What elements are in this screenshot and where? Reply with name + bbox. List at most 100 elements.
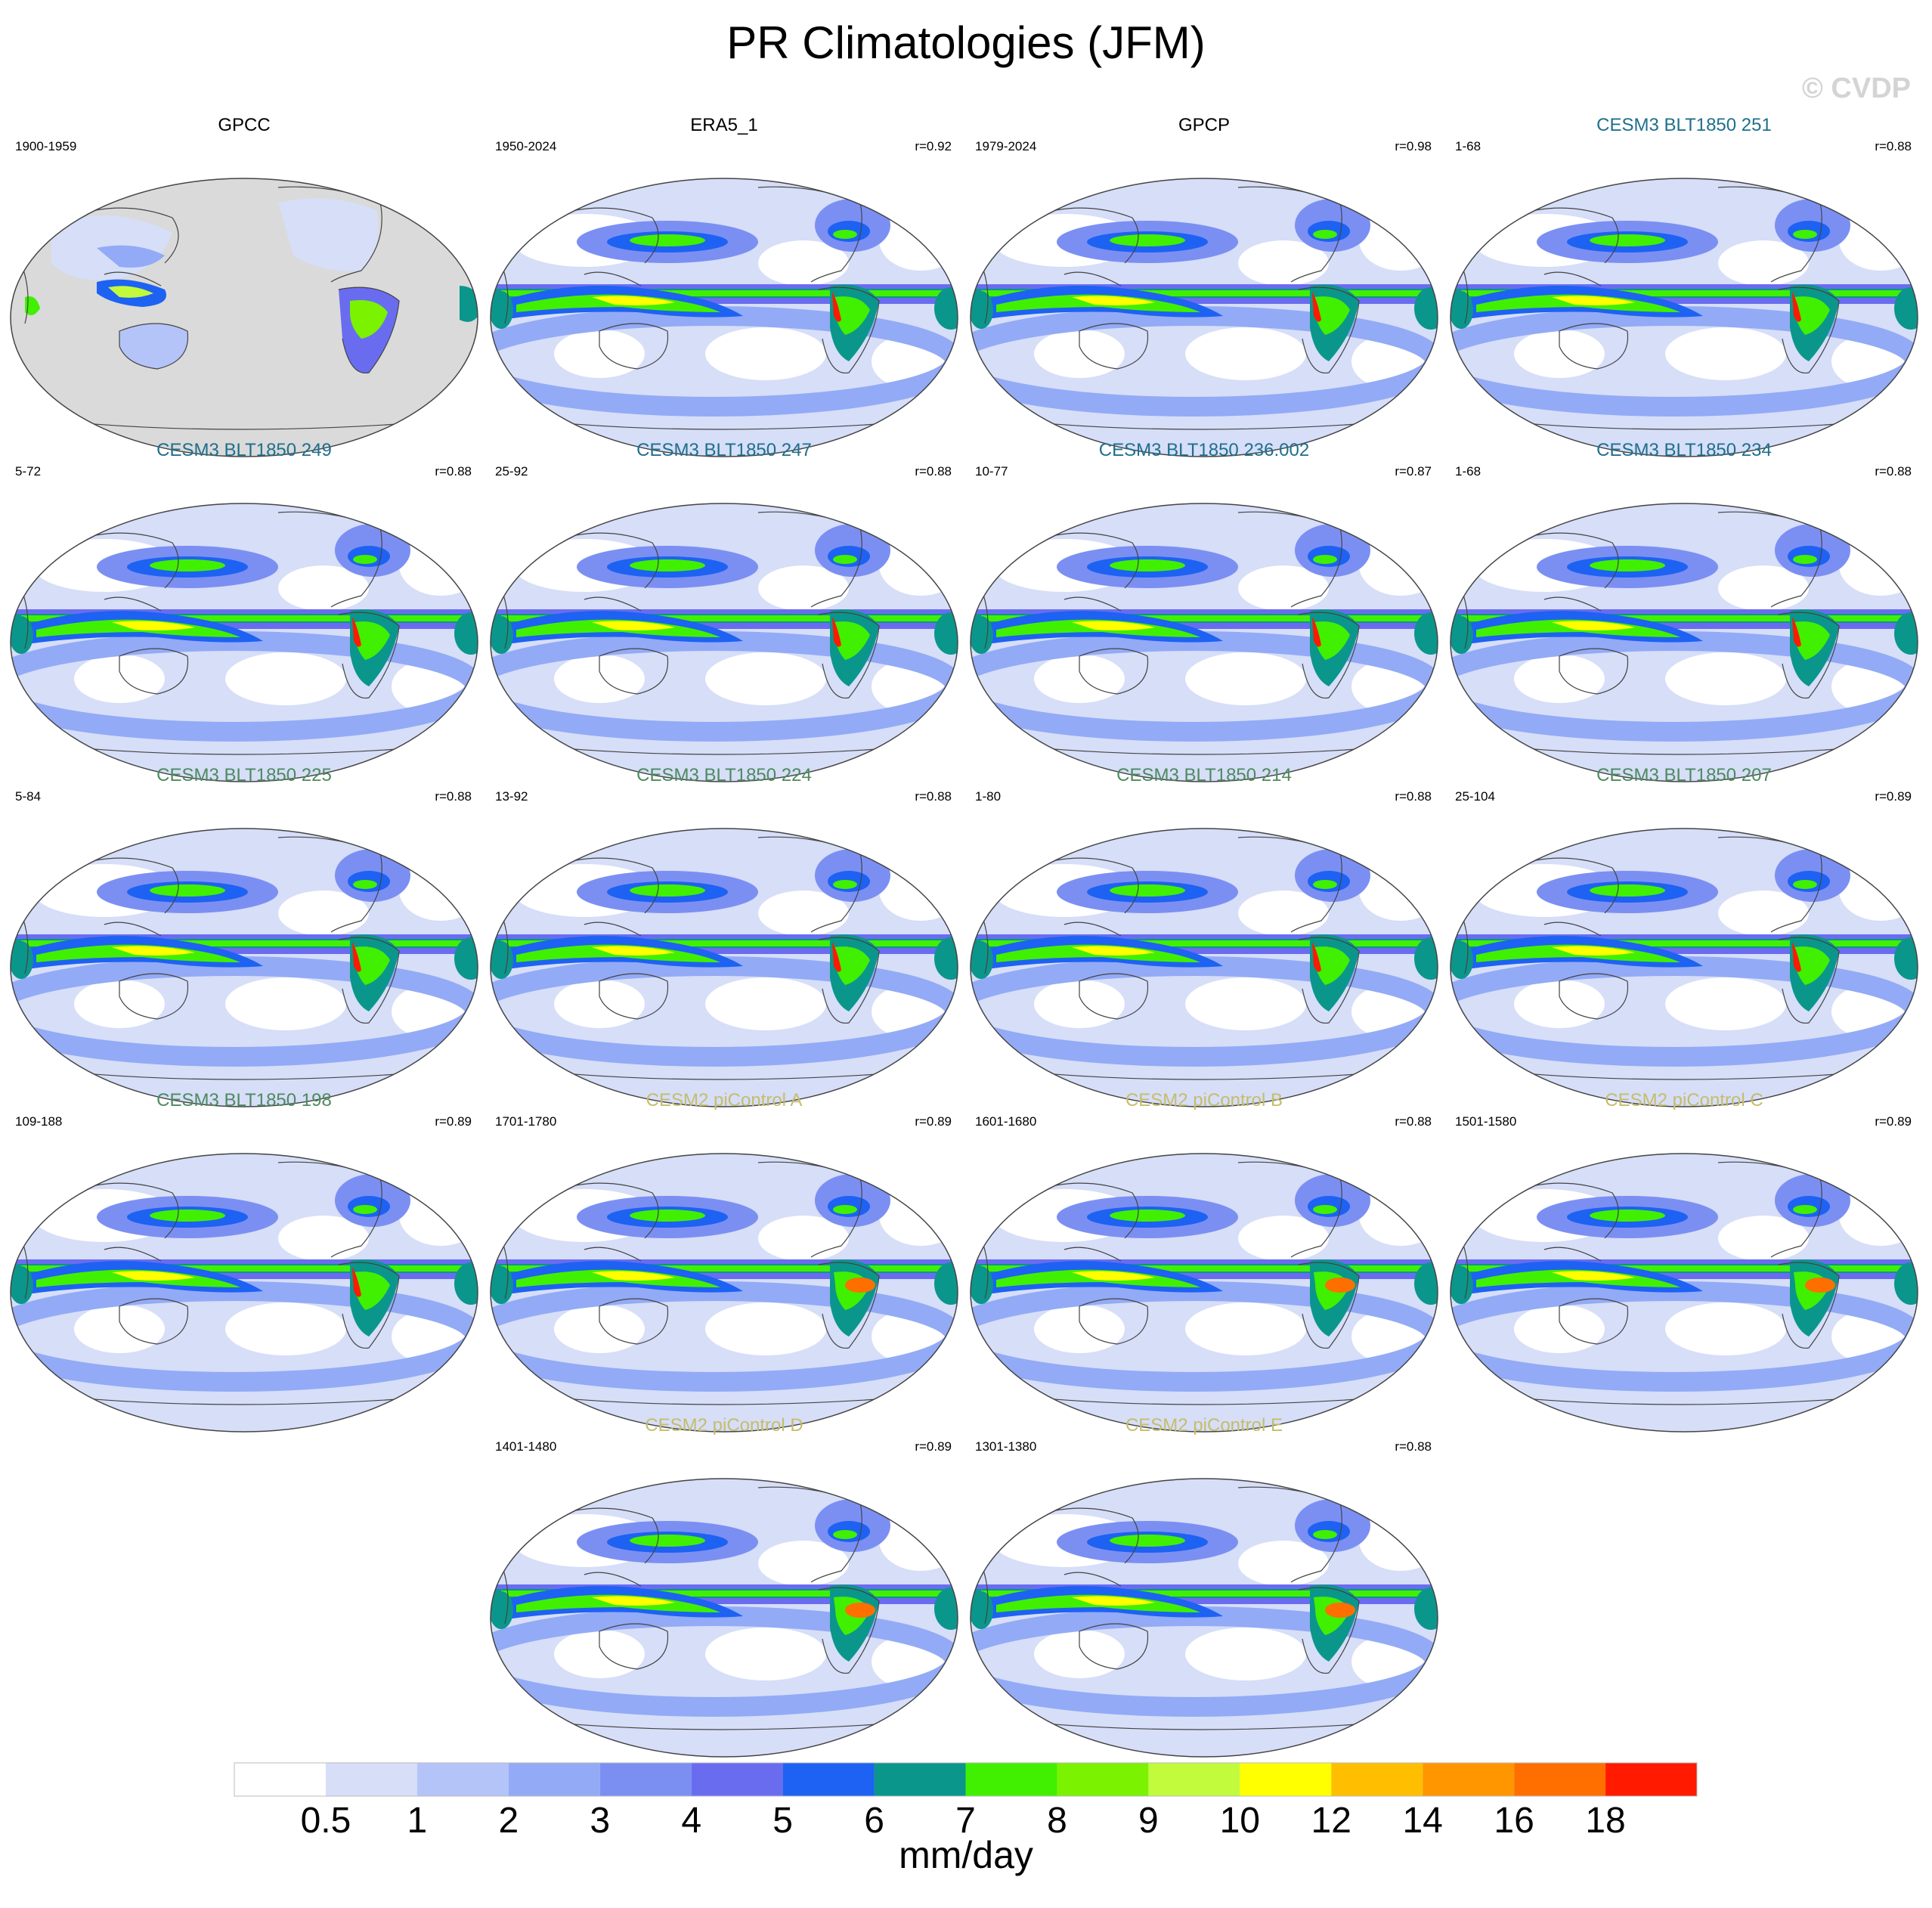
- africa-west-precip: [971, 941, 993, 979]
- panel-title: GPCP: [1178, 115, 1230, 135]
- map-panel: CESM3 BLT1850 214 1-80 r=0.88: [966, 762, 1442, 1107]
- north-atlantic-peak: [833, 230, 857, 239]
- precip-map: [970, 1153, 1438, 1433]
- dry-zone-south-pacific: [705, 977, 826, 1030]
- dry-zone-sahara: [1839, 1185, 1918, 1246]
- africa-precip: [460, 286, 478, 322]
- australia-precip: [119, 324, 188, 369]
- panel-years: 10-77: [975, 464, 1008, 479]
- precip-map: [10, 178, 478, 457]
- dry-zone-south-pacific: [225, 977, 346, 1030]
- dry-zone-north-pacific-east: [278, 565, 369, 611]
- panel-title: CESM2 piControl A: [646, 1090, 803, 1110]
- panel-correlation: r=0.88: [915, 789, 952, 804]
- africa-precip: [454, 1262, 478, 1305]
- north-pacific-peak: [1590, 559, 1665, 571]
- dry-zone-sahara: [1839, 535, 1918, 596]
- dry-zone-sahara: [399, 1185, 478, 1246]
- colorbar-swatch: [1148, 1763, 1240, 1796]
- ocean-mask: [11, 178, 478, 457]
- amazon-core: [1314, 296, 1350, 335]
- panel-years: 1-68: [1455, 139, 1482, 153]
- amazon-core: [354, 946, 390, 985]
- colorbar-swatch: [782, 1763, 875, 1796]
- north-pacific-peak: [630, 1535, 705, 1547]
- amazon-core: [1314, 621, 1350, 660]
- spcz-peak: [1072, 1271, 1155, 1281]
- itcz-peak: [21, 615, 467, 621]
- spcz-peak: [1072, 621, 1155, 630]
- precip-map: [490, 1478, 958, 1758]
- dry-zone-north-pacific-east: [758, 891, 849, 936]
- panel-years: 1900-1959: [15, 139, 77, 153]
- north-pacific-peak: [1110, 1210, 1185, 1222]
- spcz-peak: [1072, 1596, 1155, 1606]
- andes-peak: [832, 617, 841, 647]
- dry-zone-south-pacific: [225, 1302, 346, 1355]
- north-atlantic-peak: [1793, 555, 1817, 564]
- dry-zone-north-pacific-east: [758, 1541, 849, 1586]
- north-pacific-peak: [150, 1210, 225, 1222]
- dry-zone-south-pacific: [1665, 327, 1786, 380]
- colorbar-swatch: [325, 1763, 417, 1796]
- dry-zone-south-pacific: [705, 1628, 826, 1680]
- precip-map: [1450, 503, 1918, 782]
- panel-correlation: r=0.89: [915, 1439, 952, 1454]
- map-border: [10, 503, 478, 782]
- colorbar-swatch: [1057, 1763, 1149, 1796]
- africa-west-precip: [491, 291, 513, 329]
- africa-precip: [454, 937, 478, 980]
- north-pacific-peak: [1110, 559, 1185, 571]
- north-atlantic-peak: [1313, 880, 1337, 889]
- africa-precip: [1414, 1587, 1438, 1630]
- north-pacific-peak: [630, 884, 705, 897]
- panel-title: CESM3 BLT1850 234: [1596, 440, 1772, 460]
- north-atlantic-peak: [1793, 880, 1817, 889]
- itcz-peak: [981, 290, 1427, 296]
- maritime-continent-core: [108, 286, 153, 298]
- north-pacific-peak: [1110, 234, 1185, 246]
- panel-years: 1601-1680: [975, 1114, 1037, 1129]
- figure-title: PR Climatologies (JFM): [726, 17, 1206, 68]
- dry-zone-sahara: [1359, 860, 1438, 921]
- panel-title: ERA5_1: [690, 115, 758, 135]
- africa-west-precip: [11, 1266, 33, 1304]
- panel-correlation: r=0.88: [1875, 139, 1912, 153]
- north-atlantic-peak: [1313, 1205, 1337, 1214]
- map-panel: CESM2 piControl A 1701-1780 r=0.89: [486, 1087, 962, 1433]
- colorbar-swatch: [1331, 1763, 1423, 1796]
- north-pacific-peak: [1110, 884, 1185, 897]
- colorbar-swatch: [508, 1763, 600, 1796]
- map-panel: CESM2 piControl C 1501-1580 r=0.89: [1446, 1087, 1922, 1433]
- africa-precip: [934, 612, 958, 655]
- panel-title: CESM2 piControl B: [1125, 1090, 1283, 1110]
- map-border: [490, 503, 958, 782]
- dry-zone-north-pacific-east: [278, 891, 369, 936]
- precip-map: [970, 503, 1438, 782]
- map-border: [10, 1153, 478, 1433]
- andes-peak: [1312, 617, 1321, 647]
- panel-title: CESM2 piControl E: [1125, 1415, 1283, 1436]
- panel-correlation: r=0.87: [1395, 464, 1432, 479]
- amazon-peak: [1325, 1603, 1355, 1618]
- dry-zone-sahara: [1359, 210, 1438, 271]
- north-atlantic-peak: [353, 555, 377, 564]
- north-atlantic-peak: [353, 880, 377, 889]
- africa-precip: [1894, 287, 1918, 330]
- amazon-peak: [1805, 1278, 1835, 1293]
- dry-zone-south-pacific: [1665, 1302, 1786, 1355]
- africa-precip: [1414, 937, 1438, 980]
- map-panel: CESM3 BLT1850 247 25-92 r=0.88: [486, 437, 962, 782]
- dry-zone-north-pacific-east: [1718, 565, 1809, 611]
- map-border: [490, 1478, 958, 1758]
- amazon-core: [834, 946, 870, 985]
- north-atlantic-peak: [833, 1530, 857, 1539]
- map-panel: CESM3 BLT1850 251 1-68 r=0.88: [1446, 112, 1922, 457]
- precip-map: [1450, 1153, 1918, 1433]
- spcz-peak: [1552, 296, 1635, 305]
- panel-title: GPCC: [218, 115, 271, 135]
- africa-precip: [1414, 287, 1438, 330]
- asia-precip-core: [97, 245, 165, 268]
- dry-zone-south-pacific: [1185, 652, 1306, 705]
- andes-peak: [832, 942, 841, 972]
